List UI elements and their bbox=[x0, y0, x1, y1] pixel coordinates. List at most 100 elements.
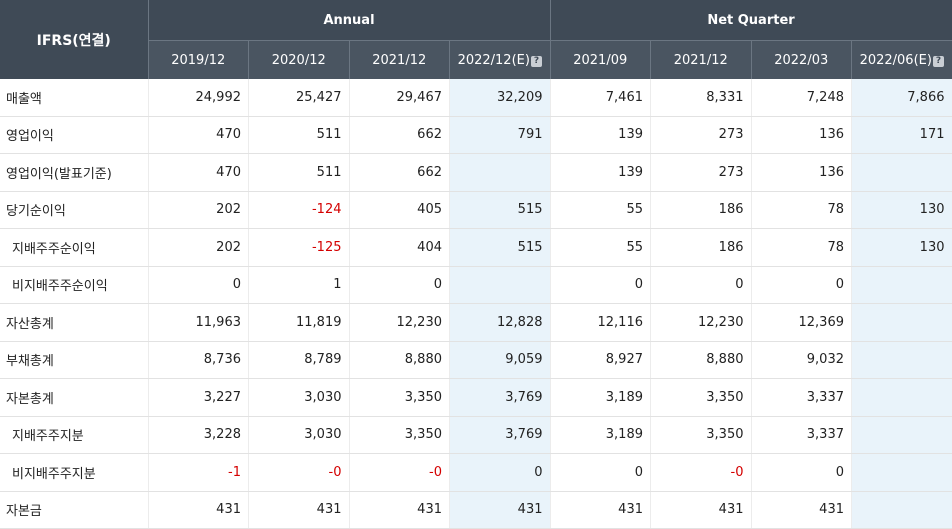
table-cell: 130 bbox=[852, 191, 952, 229]
table-cell: 3,337 bbox=[751, 416, 852, 454]
table-cell: 470 bbox=[148, 154, 249, 192]
table-cell: 78 bbox=[751, 229, 852, 267]
table-cell: -124 bbox=[249, 191, 350, 229]
table-cell: 0 bbox=[450, 454, 551, 492]
table-cell: 9,032 bbox=[751, 341, 852, 379]
table-cell bbox=[852, 491, 952, 529]
row-label: 지배주주지분 bbox=[0, 416, 148, 454]
table-cell: 8,331 bbox=[651, 79, 752, 116]
table-cell bbox=[852, 454, 952, 492]
row-label: 부채총계 bbox=[0, 341, 148, 379]
group-header-annual: Annual bbox=[148, 0, 550, 41]
table-cell bbox=[852, 379, 952, 417]
table-cell: 8,927 bbox=[550, 341, 651, 379]
table-header: IFRS(연결) Annual Net Quarter 2019/12 2020… bbox=[0, 0, 952, 79]
row-label: 매출액 bbox=[0, 79, 148, 116]
table-cell: 0 bbox=[349, 266, 450, 304]
corner-label: IFRS(연결) bbox=[0, 0, 148, 79]
table-cell: 8,789 bbox=[249, 341, 350, 379]
table-cell: 405 bbox=[349, 191, 450, 229]
table-cell: 139 bbox=[550, 154, 651, 192]
table-cell: -1 bbox=[148, 454, 249, 492]
table-cell: 3,228 bbox=[148, 416, 249, 454]
table-cell bbox=[852, 266, 952, 304]
table-cell: 511 bbox=[249, 116, 350, 154]
table-cell: 0 bbox=[651, 266, 752, 304]
table-cell: 273 bbox=[651, 154, 752, 192]
column-header: 2021/09 bbox=[550, 41, 651, 80]
table-cell: 29,467 bbox=[349, 79, 450, 116]
table-cell: 55 bbox=[550, 229, 651, 267]
table-cell: 139 bbox=[550, 116, 651, 154]
table-cell: 0 bbox=[148, 266, 249, 304]
column-header: 2022/03 bbox=[751, 41, 852, 80]
table-cell: 25,427 bbox=[249, 79, 350, 116]
table-cell: 0 bbox=[550, 454, 651, 492]
table-cell: 186 bbox=[651, 191, 752, 229]
table-cell: 431 bbox=[651, 491, 752, 529]
table-cell: 202 bbox=[148, 191, 249, 229]
table-cell: 431 bbox=[450, 491, 551, 529]
row-label: 영업이익 bbox=[0, 116, 148, 154]
column-header-estimate: 2022/06(E)? bbox=[852, 41, 952, 80]
row-label: 자본금 bbox=[0, 491, 148, 529]
table-cell: 431 bbox=[751, 491, 852, 529]
table-cell: 3,189 bbox=[550, 416, 651, 454]
table-cell bbox=[450, 154, 551, 192]
table-cell: 55 bbox=[550, 191, 651, 229]
table-cell: 431 bbox=[249, 491, 350, 529]
table-cell: 791 bbox=[450, 116, 551, 154]
help-icon[interactable]: ? bbox=[933, 56, 944, 67]
column-header: 2021/12 bbox=[349, 41, 450, 80]
column-header: 2019/12 bbox=[148, 41, 249, 80]
table-cell: 9,059 bbox=[450, 341, 551, 379]
row-label: 비지배주주순이익 bbox=[0, 266, 148, 304]
table-cell: 8,880 bbox=[349, 341, 450, 379]
row-label: 비지배주주지분 bbox=[0, 454, 148, 492]
row-label: 당기순이익 bbox=[0, 191, 148, 229]
help-icon[interactable]: ? bbox=[531, 56, 542, 67]
table-cell: 7,866 bbox=[852, 79, 952, 116]
table-cell: 515 bbox=[450, 191, 551, 229]
table-cell: 3,350 bbox=[651, 416, 752, 454]
table-cell: 8,880 bbox=[651, 341, 752, 379]
table-cell: 0 bbox=[751, 454, 852, 492]
table-cell: 7,461 bbox=[550, 79, 651, 116]
table-cell bbox=[852, 416, 952, 454]
table-cell: 431 bbox=[148, 491, 249, 529]
table-cell: 273 bbox=[651, 116, 752, 154]
table-cell: 3,337 bbox=[751, 379, 852, 417]
table-cell: 404 bbox=[349, 229, 450, 267]
table-cell bbox=[852, 154, 952, 192]
table-cell: 3,227 bbox=[148, 379, 249, 417]
table-cell bbox=[450, 266, 551, 304]
table-cell: 515 bbox=[450, 229, 551, 267]
table-cell: 3,189 bbox=[550, 379, 651, 417]
table-cell: 12,230 bbox=[651, 304, 752, 342]
table-cell: 12,230 bbox=[349, 304, 450, 342]
table-cell: 0 bbox=[550, 266, 651, 304]
table-cell: 8,736 bbox=[148, 341, 249, 379]
table-cell: 11,963 bbox=[148, 304, 249, 342]
table-cell bbox=[852, 304, 952, 342]
row-label: 영업이익(발표기준) bbox=[0, 154, 148, 192]
table-cell: -0 bbox=[651, 454, 752, 492]
column-header: 2021/12 bbox=[651, 41, 752, 80]
table-cell: 1 bbox=[249, 266, 350, 304]
table-cell: 171 bbox=[852, 116, 952, 154]
table-cell: 662 bbox=[349, 116, 450, 154]
table-cell: 3,769 bbox=[450, 416, 551, 454]
table-cell: 3,350 bbox=[349, 416, 450, 454]
table-cell: -0 bbox=[249, 454, 350, 492]
table-cell: 186 bbox=[651, 229, 752, 267]
table-cell: 3,350 bbox=[349, 379, 450, 417]
